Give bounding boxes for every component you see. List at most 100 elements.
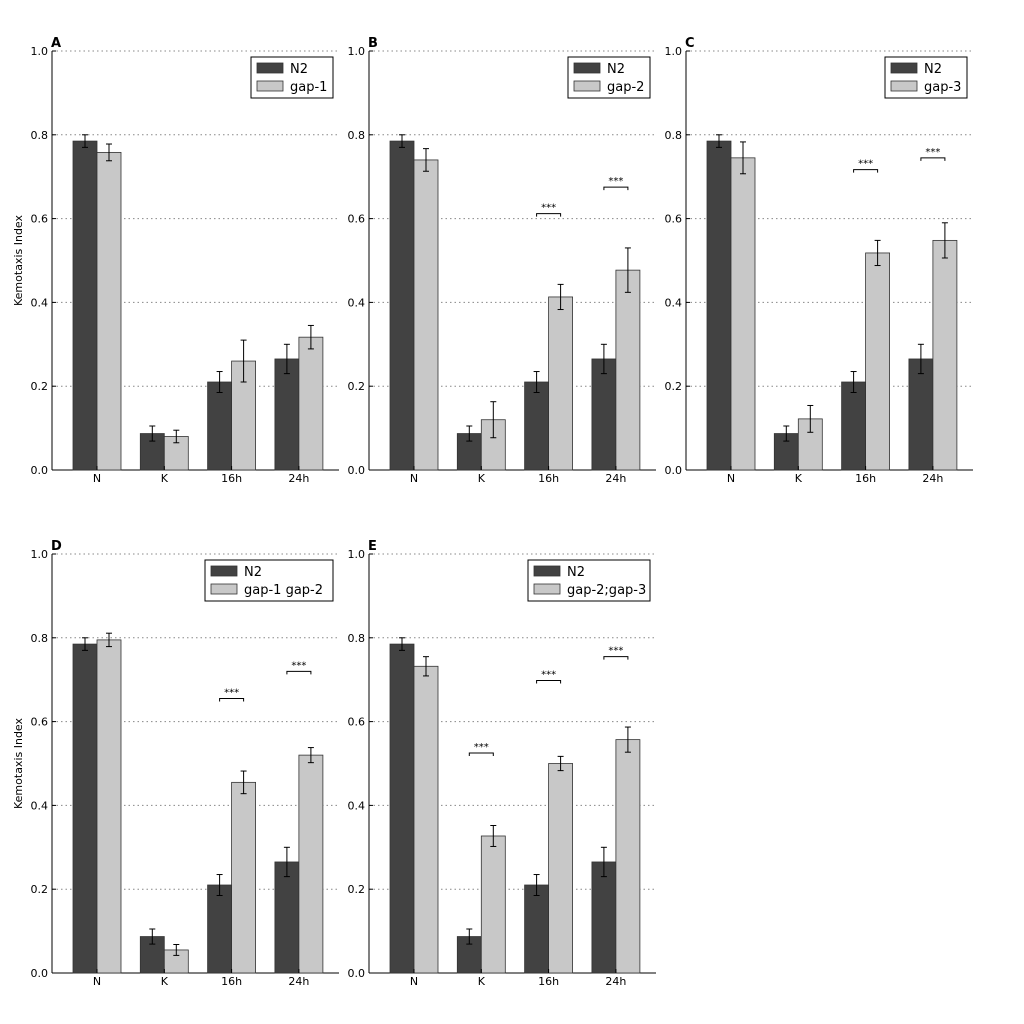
panel-letter: D	[51, 539, 62, 554]
bar-24h-mutant	[298, 336, 324, 471]
bar-16h-n2	[207, 381, 233, 471]
significance-label: ***	[291, 660, 306, 671]
x-tick-label: K	[795, 472, 803, 485]
y-tick-label: 0.2	[31, 883, 49, 896]
bar-24h-n2	[591, 861, 617, 974]
bar-16h-mutant	[865, 252, 890, 471]
legend-label: gap-2;gap-3	[567, 583, 646, 598]
bar-n-n2	[706, 140, 732, 471]
bar-24h-mutant	[615, 739, 641, 974]
legend-label: N2	[290, 62, 308, 77]
bar-n-n2	[72, 140, 98, 471]
y-tick-label: 0.0	[31, 464, 49, 477]
bar-n-n2	[72, 643, 98, 974]
significance-label: ***	[541, 670, 556, 681]
y-tick-label: 0.6	[31, 213, 49, 226]
y-tick-label: 1.0	[31, 548, 49, 561]
x-tick-label: N	[93, 975, 101, 988]
bar-16h-n2	[207, 884, 233, 974]
bar-16h-n2	[524, 381, 549, 471]
legend-swatch	[573, 62, 601, 74]
y-tick-label: 0.6	[665, 213, 683, 226]
bar-24h-mutant	[615, 269, 641, 471]
y-tick-label: 0.0	[348, 967, 366, 980]
chart-panel-d: 0.0 0.2 0.4 0.6 0.8 1.0D Kemotaxis Index N K 16h 2…	[12, 539, 339, 988]
y-tick-label: 0.0	[348, 464, 366, 477]
x-tick-label: N	[727, 472, 735, 485]
bar-k-mutant	[480, 835, 506, 974]
legend: N2 gap-2	[567, 56, 651, 99]
y-tick-label: 1.0	[348, 45, 366, 58]
significance-label: ***	[224, 688, 239, 699]
y-tick-label: 0.6	[348, 716, 366, 729]
legend-swatch	[210, 565, 238, 577]
significance-label: ***	[608, 176, 623, 187]
bar-n-mutant	[413, 159, 439, 471]
bar-24h-n2	[274, 861, 300, 974]
y-tick-label: 0.8	[665, 129, 683, 142]
y-tick-label: 0.4	[31, 799, 49, 812]
legend-swatch	[890, 62, 918, 74]
bar-16h-mutant	[548, 763, 573, 974]
bar-16h-mutant	[231, 781, 257, 974]
legend-label: N2	[567, 565, 585, 580]
bar-n-mutant	[730, 157, 756, 471]
legend-label: gap-1	[290, 80, 327, 95]
y-tick-label: 0.2	[348, 883, 366, 896]
legend: N2 gap-2;gap-3	[527, 559, 651, 602]
bar-n-mutant	[96, 639, 122, 974]
panel-letter: B	[368, 36, 378, 51]
y-tick-label: 0.8	[31, 129, 49, 142]
x-tick-label: 16h	[855, 472, 876, 485]
bar-16h-n2	[524, 884, 549, 974]
y-tick-label: 0.4	[348, 296, 366, 309]
x-tick-label: 24h	[605, 472, 626, 485]
x-tick-label: K	[161, 975, 169, 988]
legend: N2 gap-1	[250, 56, 334, 99]
y-tick-label: 1.0	[665, 45, 683, 58]
y-tick-label: 0.6	[31, 716, 49, 729]
x-tick-label: 16h	[221, 975, 242, 988]
y-tick-label: 0.4	[665, 296, 683, 309]
x-tick-label: 16h	[538, 472, 559, 485]
significance-bracket	[603, 656, 629, 660]
x-tick-label: 16h	[538, 975, 559, 988]
panel-letter: A	[51, 36, 61, 51]
legend-label: N2	[244, 565, 262, 580]
chart-panel-b: 0.0 0.2 0.4 0.6 0.8 1.0B N K 16h 24h *** *** N2 gap-2	[348, 36, 656, 485]
y-tick-label: 0.4	[348, 799, 366, 812]
legend-swatch	[256, 62, 284, 74]
x-tick-label: K	[478, 472, 486, 485]
bar-n-n2	[389, 140, 415, 471]
x-tick-label: N	[410, 472, 418, 485]
significance-label: ***	[541, 203, 556, 214]
legend-swatch	[533, 583, 561, 595]
chart-panel-a: 0.0 0.2 0.4 0.6 0.8 1.0A Kemotaxis Index N K 16h 2…	[12, 36, 339, 485]
bar-16h-n2	[841, 381, 866, 471]
significance-bracket	[853, 169, 879, 173]
significance-label: ***	[474, 742, 489, 753]
legend-swatch	[256, 80, 284, 92]
significance-label: ***	[858, 159, 873, 170]
y-tick-label: 0.2	[31, 380, 49, 393]
significance-bracket	[603, 186, 629, 191]
y-tick-label: 0.8	[348, 632, 366, 645]
y-tick-label: 1.0	[348, 548, 366, 561]
chart-panel-e: 0.0 0.2 0.4 0.6 0.8 1.0E N K 16h 24h *** *** *** N2 ga…	[348, 539, 656, 988]
significance-bracket	[536, 680, 562, 684]
legend-label: gap-1 gap-2	[244, 583, 323, 598]
legend-label: N2	[607, 62, 625, 77]
panel-letter: C	[685, 36, 695, 51]
chart-panel-c: 0.0 0.2 0.4 0.6 0.8 1.0C N K 16h 24h *** *** N2 gap-3	[665, 36, 973, 485]
significance-label: ***	[925, 147, 940, 158]
x-tick-label: 16h	[221, 472, 242, 485]
y-tick-label: 0.2	[348, 380, 366, 393]
significance-bracket	[920, 157, 946, 161]
significance-bracket	[536, 213, 562, 217]
legend: N2 gap-1 gap-2	[204, 559, 334, 602]
x-tick-label: N	[93, 472, 101, 485]
bar-24h-n2	[274, 358, 300, 471]
legend-swatch	[573, 80, 601, 92]
y-axis-title: Kemotaxis Index	[12, 718, 25, 809]
x-tick-label: 24h	[288, 472, 309, 485]
